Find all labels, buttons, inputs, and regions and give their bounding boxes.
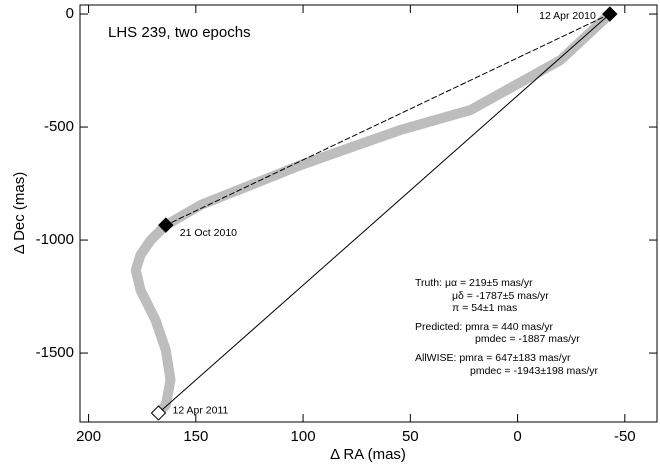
- epoch-label: 21 Oct 2010: [180, 227, 237, 239]
- x-tick-label: 100: [291, 428, 316, 445]
- x-tick-label: 0: [513, 428, 521, 445]
- epoch-marker: [602, 6, 618, 22]
- y-tick-label: -1500: [36, 344, 74, 361]
- annotations: Truth: μα = 219±5 mas/yr μδ = -1787±5 ma…: [415, 277, 599, 377]
- y-tick-label: -500: [44, 118, 74, 135]
- epoch-label: 12 Apr 2010: [539, 10, 596, 22]
- annotation: μδ = -1787±5 mas/yr: [452, 290, 549, 302]
- y-tick-label: -1000: [36, 231, 74, 248]
- y-tick-label: 0: [66, 5, 74, 22]
- annotation: AllWISE: pmra = 647±183 mas/yr: [415, 352, 571, 364]
- series-line: [158, 13, 611, 414]
- annotation: Predicted: pmra = 440 mas/yr: [415, 321, 554, 333]
- x-tick-label: 50: [402, 428, 419, 445]
- annotation: Truth: μα = 219±5 mas/yr: [415, 277, 533, 289]
- annotation: pmdec = -1943±198 mas/yr: [470, 365, 599, 377]
- y-axis-label: Δ Dec (mas): [11, 172, 28, 255]
- chart-title: LHS 239, two epochs: [108, 24, 251, 41]
- epoch-label: 12 Apr 2011: [173, 405, 229, 417]
- annotation: pmdec = -1887 mas/yr: [475, 333, 580, 345]
- series-line: [130, 9, 615, 418]
- series-line: [165, 13, 611, 226]
- x-tick-label: -50: [614, 428, 636, 445]
- annotation: π = 54±1 mas: [452, 302, 517, 314]
- x-tick-label: 200: [76, 428, 101, 445]
- epoch-marker: [158, 217, 174, 233]
- plot-frame: [79, 4, 658, 423]
- epoch-marker: [150, 405, 167, 421]
- x-axis-label: Δ RA (mas): [330, 446, 406, 463]
- x-tick-label: 150: [183, 428, 208, 445]
